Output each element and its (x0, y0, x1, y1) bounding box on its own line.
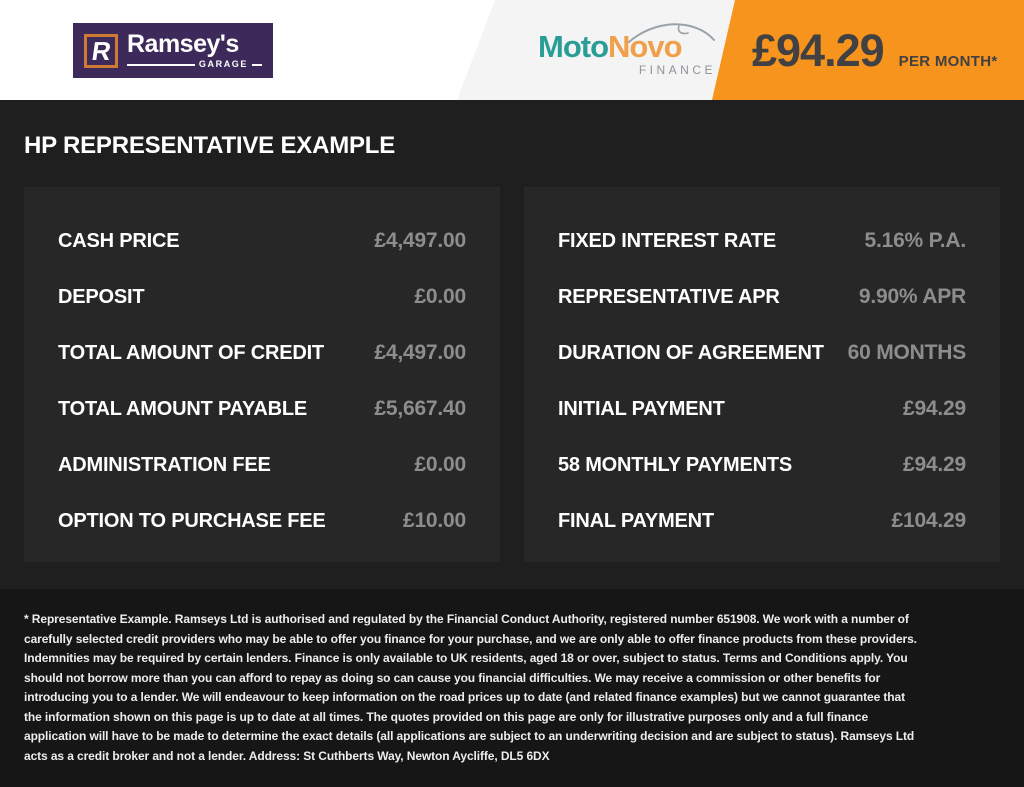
page-title: HP REPRESENTATIVE EXAMPLE (24, 132, 396, 159)
row-value: £5,667.40 (374, 397, 466, 420)
row-value: £10.00 (402, 509, 466, 532)
finance-provider-logo[interactable]: MotoNovo FINANCE (538, 23, 718, 77)
row-value: £0.00 (414, 453, 466, 476)
row-label: TOTAL AMOUNT PAYABLE (58, 397, 307, 420)
finance-example-page: R Ramsey's GARAGE MotoNovo FINANCE (0, 0, 1024, 763)
row-value: £0.00 (414, 285, 466, 308)
row-value: £94.29 (902, 453, 966, 476)
row-value: £94.29 (902, 397, 966, 420)
finance-provider-subtitle: FINANCE (638, 63, 716, 77)
panels-container: CASH PRICE £4,497.00 DEPOSIT £0.00 TOTAL… (24, 187, 1000, 562)
row-label: REPRESENTATIVE APR (558, 285, 780, 308)
monthly-price-inner: £94.29 PER MONTH* (752, 28, 997, 73)
dealer-name: Ramsey's (127, 30, 239, 58)
dealer-subtitle-row: GARAGE (127, 60, 262, 69)
table-row: FINAL PAYMENT £104.29 (558, 493, 966, 549)
car-outline-icon (628, 23, 715, 43)
dealer-logo[interactable]: R Ramsey's GARAGE (73, 23, 273, 78)
row-label: DEPOSIT (58, 285, 145, 308)
header-orange-band (712, 0, 1024, 100)
table-row: ADMINISTRATION FEE £0.00 (58, 437, 466, 493)
table-row: CASH PRICE £4,497.00 (58, 213, 466, 269)
row-label: FINAL PAYMENT (558, 509, 714, 532)
finance-word-moto: Moto (538, 29, 609, 64)
monogram-letter: R (89, 35, 113, 66)
row-label: OPTION TO PURCHASE FEE (58, 509, 326, 532)
header: R Ramsey's GARAGE MotoNovo FINANCE (0, 0, 1024, 100)
table-row: 58 MONTHLY PAYMENTS £94.29 (558, 437, 966, 493)
finance-word-novo: Novo (608, 29, 682, 64)
row-label: INITIAL PAYMENT (558, 397, 725, 420)
dealer-subtitle: GARAGE (198, 59, 248, 69)
table-row: INITIAL PAYMENT £94.29 (558, 381, 966, 437)
monthly-price-period: PER MONTH* (898, 52, 998, 70)
row-value: 5.16% P.A. (864, 229, 966, 252)
ramseys-monogram-icon: R (84, 33, 118, 68)
row-value: 9.90% APR (858, 285, 966, 308)
finance-breakdown-panel: CASH PRICE £4,497.00 DEPOSIT £0.00 TOTAL… (24, 187, 500, 562)
row-label: DURATION OF AGREEMENT (558, 341, 824, 364)
finance-provider-wordmark: MotoNovo (538, 31, 718, 62)
disclaimer-section: * Representative Example. Ramseys Ltd is… (0, 589, 1024, 787)
row-label: FIXED INTEREST RATE (558, 229, 777, 252)
table-row: TOTAL AMOUNT OF CREDIT £4,497.00 (58, 325, 466, 381)
divider-line (252, 63, 262, 66)
main-content: HP REPRESENTATIVE EXAMPLE CASH PRICE £4,… (0, 100, 1024, 562)
table-row: TOTAL AMOUNT PAYABLE £5,667.40 (58, 381, 466, 437)
table-row: DEPOSIT £0.00 (58, 269, 466, 325)
disclaimer-text: * Representative Example. Ramseys Ltd is… (24, 612, 917, 763)
row-value: 60 MONTHS (847, 341, 967, 364)
table-row: OPTION TO PURCHASE FEE £10.00 (58, 493, 466, 549)
row-label: TOTAL AMOUNT OF CREDIT (58, 341, 324, 364)
row-label: ADMINISTRATION FEE (58, 453, 271, 476)
row-label: CASH PRICE (58, 229, 180, 252)
dealer-logo-text: Ramsey's GARAGE (127, 32, 262, 69)
row-value: £104.29 (891, 509, 966, 532)
monthly-price-amount: £94.29 (752, 24, 885, 76)
row-value: £4,497.00 (374, 341, 466, 364)
table-row: FIXED INTEREST RATE 5.16% P.A. (558, 213, 966, 269)
table-row: DURATION OF AGREEMENT 60 MONTHS (558, 325, 966, 381)
row-value: £4,497.00 (374, 229, 466, 252)
monthly-price: £94.29 PER MONTH* (752, 0, 997, 100)
divider-line (127, 63, 195, 66)
payment-terms-panel: FIXED INTEREST RATE 5.16% P.A. REPRESENT… (524, 187, 1000, 562)
row-label: 58 MONTHLY PAYMENTS (558, 453, 793, 476)
table-row: REPRESENTATIVE APR 9.90% APR (558, 269, 966, 325)
